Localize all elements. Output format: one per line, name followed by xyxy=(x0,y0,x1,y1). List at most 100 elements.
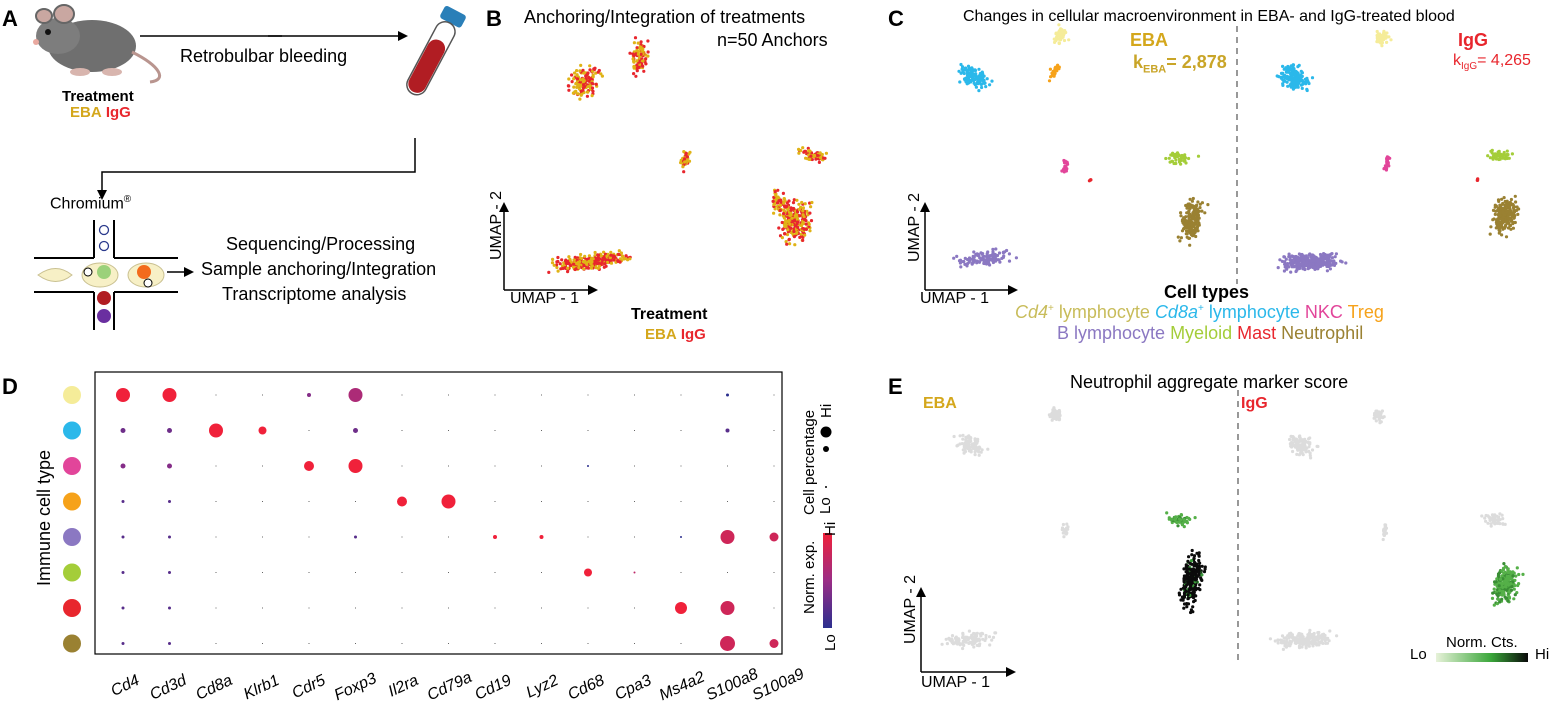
c-igg-cd4 xyxy=(1375,29,1393,48)
row-marker-b xyxy=(63,528,81,546)
dot-cd4-klrb1 xyxy=(262,394,263,396)
c-eba-b xyxy=(952,247,1019,269)
dot-cd4-cd19 xyxy=(494,394,496,396)
dot-nkc-klrb1 xyxy=(262,465,263,467)
dot-cd8-cd19 xyxy=(494,430,496,431)
treatment-legend-b: EBA IgG xyxy=(645,326,706,343)
cluster-b-2 xyxy=(628,36,650,78)
cluster-b-6 xyxy=(771,188,792,223)
dot-myeloid-il2ra xyxy=(401,572,403,573)
dot-mast-klrb1 xyxy=(262,607,263,609)
dot-b-lyz2 xyxy=(539,535,544,539)
umap-b-points xyxy=(547,36,829,274)
step-3: Transcriptome analysis xyxy=(222,284,407,304)
umap-e-xaxis: UMAP - 1 xyxy=(921,674,991,691)
dot-nkc-cd19 xyxy=(494,465,496,467)
dot-myeloid-cd3d xyxy=(168,571,171,574)
pct-legend-dot-large xyxy=(820,426,832,438)
dot-neutrophil-foxp3 xyxy=(355,643,356,644)
row-marker-treg xyxy=(63,492,81,511)
dot-b-cd3d xyxy=(168,535,171,539)
dot-cd8-s100a8 xyxy=(725,428,730,433)
dot-cd4-s100a9 xyxy=(773,394,775,396)
dot-mast-cd4 xyxy=(121,606,125,610)
dot-neutrophil-cpa3 xyxy=(634,643,635,644)
dot-treg-cd8a xyxy=(215,501,217,502)
dot-treg-klrb1 xyxy=(262,501,263,502)
dot-cd8-foxp3 xyxy=(353,428,358,433)
dot-neutrophil-il2ra xyxy=(401,643,403,644)
dot-cd8-lyz2 xyxy=(541,430,542,431)
expression-colorbar xyxy=(823,533,832,628)
dot-mast-cdr5 xyxy=(308,607,310,609)
dot-treg-cdr5 xyxy=(308,501,310,502)
dot-treg-cd68 xyxy=(587,501,589,502)
dot-b-foxp3 xyxy=(354,535,357,539)
dot-b-klrb1 xyxy=(262,536,263,538)
dot-myeloid-lyz2 xyxy=(541,572,542,573)
blood-tube-icon xyxy=(406,5,466,96)
dot-nkc-lyz2 xyxy=(541,465,542,467)
dot-mast-lyz2 xyxy=(541,607,542,609)
dot-treg-cd19 xyxy=(494,501,496,502)
panel-label-d: D xyxy=(2,374,18,399)
exp-hi-label: Hi xyxy=(822,521,839,536)
norm-cts-label: Norm. Cts. xyxy=(1446,634,1518,651)
c-eba-cd8 xyxy=(957,62,994,93)
pct-legend-dot-medium xyxy=(823,446,829,452)
e-igg-grey-3 xyxy=(1381,523,1389,542)
step-1: Sequencing/Processing xyxy=(226,234,416,254)
panel-c-title: Changes in cellular macroenvironment in … xyxy=(963,8,1455,25)
panel-label-a: A xyxy=(2,6,18,31)
row-marker-cd4 xyxy=(63,386,81,404)
dot-nkc-ms4a2 xyxy=(680,465,682,467)
dot-mast-cd68 xyxy=(587,607,589,609)
dot-mast-cd19 xyxy=(494,607,496,609)
cell-pct-label: Cell percentage xyxy=(801,409,818,515)
eba-label-a: EBA xyxy=(70,104,102,121)
panel-label-b: B xyxy=(486,6,502,31)
dot-cd8-cd68 xyxy=(587,430,589,431)
c-eba-mast xyxy=(1087,178,1093,183)
dot-b-cd19 xyxy=(493,535,497,539)
dot-neutrophil-cd8a xyxy=(215,643,217,644)
dot-cd8-s100a9 xyxy=(773,430,775,431)
dot-b-ms4a2 xyxy=(680,536,682,538)
mouse-icon xyxy=(33,4,162,84)
dot-treg-ms4a2 xyxy=(680,501,682,502)
panel-e-title: Neutrophil aggregate marker score xyxy=(1070,372,1349,392)
dot-myeloid-cd8a xyxy=(215,572,217,573)
treatment-legend-title-b: Treatment xyxy=(631,306,708,323)
dot-cd4-cd4 xyxy=(116,388,130,402)
e-igg-neutrophil xyxy=(1490,562,1525,607)
dot-cd8-cdr5 xyxy=(308,430,310,431)
bleeding-label: Retrobulbar bleeding xyxy=(180,46,348,66)
dot-nkc-s100a9 xyxy=(773,465,775,467)
c-igg-b xyxy=(1276,252,1348,274)
dot-nkc-cd4 xyxy=(120,463,126,469)
c-eba-nkc xyxy=(1060,158,1070,174)
anchors-label: n=50 Anchors xyxy=(717,30,828,50)
cts-hi-label: Hi xyxy=(1535,646,1550,663)
dot-cd4-s100a8 xyxy=(726,393,729,397)
dot-mast-il2ra xyxy=(401,607,403,609)
pct-hi-label: Hi xyxy=(818,403,835,418)
umap-e-yaxis: UMAP - 2 xyxy=(902,574,919,644)
dot-myeloid-cd4 xyxy=(121,571,125,574)
dot-neutrophil-ms4a2 xyxy=(680,643,682,644)
dot-treg-s100a8 xyxy=(727,501,728,502)
exp-lo-label: Lo xyxy=(822,634,839,651)
dot-cd4-cd79a xyxy=(448,394,449,396)
dot-treg-foxp3 xyxy=(355,501,356,502)
c-igg-myeloid xyxy=(1486,148,1514,162)
umap-e-points xyxy=(940,406,1525,652)
eba-label-e: EBA xyxy=(923,395,957,412)
dot-neutrophil-s100a9 xyxy=(769,639,779,648)
dot-myeloid-ms4a2 xyxy=(680,572,682,573)
dot-cd8-cd79a xyxy=(448,430,449,431)
dot-mast-ms4a2 xyxy=(675,602,687,614)
c-eba-treg xyxy=(1047,63,1061,83)
e-eba-neutrophil xyxy=(1177,548,1207,615)
e-eba-myeloid xyxy=(1165,511,1197,529)
dot-cd8-cpa3 xyxy=(634,430,635,431)
